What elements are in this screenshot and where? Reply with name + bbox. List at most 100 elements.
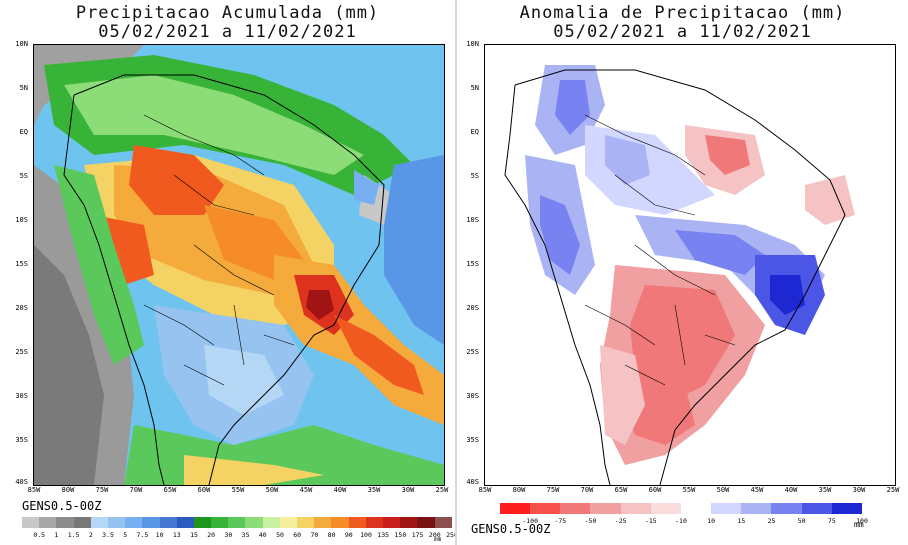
lon-label: 65W <box>163 486 177 494</box>
lon-label: 35W <box>818 486 832 494</box>
colorbar-swatch <box>262 517 280 528</box>
lat-label: 35S <box>15 436 28 444</box>
colorbar-label: 0.5 <box>33 531 46 539</box>
lat-label: 10N <box>15 40 28 48</box>
colorbar-swatch <box>590 503 621 514</box>
colorbar-label: 90 <box>344 531 353 539</box>
colorbar-swatch <box>193 517 212 528</box>
lon-label: 30W <box>401 486 415 494</box>
lon-label: 50W <box>716 486 730 494</box>
lat-label: 35S <box>466 436 479 444</box>
colorbar-swatch <box>382 517 401 528</box>
accumulated-colorbar-labels: 0.5 1 1.5 2 3.5 5 7.5 10 13 15 20 30 35 40 50 60 70 80 90 1… <box>22 531 458 541</box>
colorbar-label: 15 <box>737 517 746 525</box>
colorbar-label: 250 <box>446 531 458 539</box>
colorbar-swatch <box>159 517 177 528</box>
lon-label: 65W <box>614 486 628 494</box>
lon-label: 75W <box>95 486 109 494</box>
colorbar-swatch <box>365 517 383 528</box>
accumulated-precipitation-field <box>34 45 444 485</box>
left-unit-label: mm <box>434 536 442 543</box>
right-title-line1: Anomalia de Precipitacao (mm) <box>519 3 846 23</box>
colorbar-swatch <box>801 503 832 514</box>
lat-label: 25S <box>466 348 479 356</box>
lon-label: 55W <box>231 486 245 494</box>
lat-label: 25S <box>15 348 28 356</box>
colorbar-label: -10 <box>675 517 687 525</box>
colorbar-swatch <box>211 517 229 528</box>
colorbar-swatch <box>831 503 862 514</box>
lon-label: 85W <box>27 486 41 494</box>
colorbar-swatch <box>348 517 366 528</box>
colorbar-label: 100 <box>856 517 868 525</box>
lat-label: 15S <box>15 260 28 268</box>
lon-label: 45W <box>750 486 764 494</box>
colorbar-swatch <box>434 517 452 528</box>
lat-label: 20S <box>15 304 28 312</box>
lon-label: 60W <box>197 486 211 494</box>
accumulated-precipitation-map <box>33 44 445 486</box>
lat-label: EQ <box>470 128 479 136</box>
lon-label: 40W <box>784 486 798 494</box>
colorbar-swatch <box>142 517 160 528</box>
colorbar-label: 13 <box>172 531 181 539</box>
colorbar-label: 1 <box>54 531 59 539</box>
right-unit-label: mm <box>854 520 864 529</box>
anomaly-colorbar <box>500 503 862 514</box>
colorbar-swatch <box>560 503 591 514</box>
lat-label: 30S <box>466 392 479 400</box>
colorbar-label: -100 <box>522 517 538 525</box>
colorbar-label: 70 <box>310 531 319 539</box>
colorbar-swatch <box>741 503 772 514</box>
colorbar-swatch <box>650 503 681 514</box>
colorbar-swatch <box>530 503 561 514</box>
colorbar-swatch <box>73 517 91 528</box>
colorbar-label: 50 <box>276 531 284 539</box>
colorbar-swatch <box>39 517 57 528</box>
colorbar-label: 135 <box>377 531 390 539</box>
lon-label: 80W <box>512 486 526 494</box>
left-title-line1: Precipitacao Acumulada (mm) <box>75 3 380 23</box>
colorbar-swatch <box>711 503 742 514</box>
colorbar-label: 2 <box>88 531 93 539</box>
lon-label: 30W <box>852 486 866 494</box>
anomaly-colorbar-labels: -100 -75 -50 -25 -15 -10 10 15 25 50 75 100 <box>500 517 868 527</box>
colorbar-swatch <box>228 517 246 528</box>
lat-label: 10S <box>15 216 28 224</box>
lat-label: 40S <box>466 478 479 486</box>
lon-label: 55W <box>682 486 696 494</box>
colorbar-label: 25 <box>767 517 776 525</box>
lat-label: 20S <box>466 304 479 312</box>
colorbar-swatch <box>680 503 712 514</box>
colorbar-label: 50 <box>797 517 806 525</box>
colorbar-label: 35 <box>241 531 250 539</box>
colorbar-label: 10 <box>155 531 164 539</box>
colorbar-swatch <box>331 517 349 528</box>
lon-label: 25W <box>886 486 900 494</box>
lat-label: 30S <box>15 392 28 400</box>
colorbar-label: 175 <box>411 531 424 539</box>
colorbar-swatch <box>297 517 315 528</box>
colorbar-label: 3.5 <box>102 531 114 539</box>
right-title-line2: 05/02/2021 a 11/02/2021 <box>553 22 812 42</box>
lat-label: 15S <box>466 260 479 268</box>
colorbar-swatch <box>400 517 418 528</box>
accumulated-colorbar <box>22 517 452 528</box>
lon-label: 35W <box>367 486 381 494</box>
colorbar-swatch <box>56 517 74 528</box>
colorbar-swatch <box>22 517 40 528</box>
colorbar-swatch <box>620 503 651 514</box>
lon-label: 50W <box>265 486 279 494</box>
lat-label: 5N <box>19 84 28 92</box>
lon-label: 60W <box>648 486 662 494</box>
colorbar-swatch <box>176 517 194 528</box>
colorbar-swatch <box>417 517 435 528</box>
right-model-label: GENS0.5-00Z <box>471 522 551 536</box>
lon-label: 70W <box>580 486 594 494</box>
colorbar-label: 200 <box>428 531 441 539</box>
colorbar-label: 40 <box>258 531 267 539</box>
lat-label: 5S <box>470 172 479 180</box>
colorbar-swatch <box>771 503 802 514</box>
lon-label: 85W <box>478 486 492 494</box>
colorbar-label: 30 <box>224 531 233 539</box>
